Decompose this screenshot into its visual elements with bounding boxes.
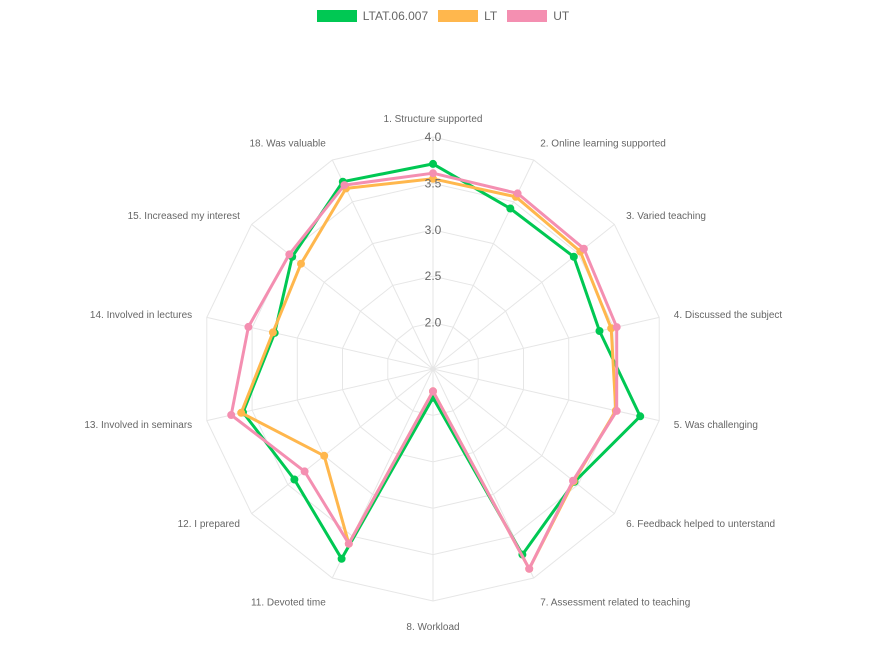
tick-labels: 2.0 2.5 3.0 3.5 4.0 bbox=[425, 130, 442, 330]
data-point[interactable] bbox=[320, 451, 329, 460]
data-point[interactable] bbox=[300, 467, 309, 476]
legend-swatch bbox=[507, 10, 548, 22]
angle-line bbox=[432, 368, 615, 514]
axis-label: 15. Increased my interest bbox=[128, 211, 240, 222]
angle-line bbox=[331, 159, 434, 370]
legend-label: LT bbox=[484, 9, 498, 23]
tick-label: 2.5 bbox=[425, 269, 442, 283]
data-point[interactable] bbox=[285, 250, 294, 259]
data-point[interactable] bbox=[340, 181, 349, 190]
data-point[interactable] bbox=[429, 169, 437, 178]
axis-label: 13. Involved in seminars bbox=[84, 420, 192, 431]
angle-line bbox=[206, 316, 434, 370]
axis-label: 12. I prepared bbox=[178, 519, 240, 530]
axis-label: 4. Discussed the subject bbox=[674, 310, 783, 321]
data-point[interactable] bbox=[579, 244, 588, 253]
legend-item[interactable]: UT bbox=[507, 9, 569, 23]
data-point[interactable] bbox=[513, 189, 522, 198]
data-point[interactable] bbox=[237, 408, 246, 417]
axis-labels: 1. Structure supported 2. Online learning… bbox=[84, 114, 782, 633]
legend-swatch bbox=[438, 10, 479, 22]
data-point[interactable] bbox=[337, 554, 346, 563]
angle-line bbox=[251, 368, 434, 514]
axis-label: 1. Structure supported bbox=[384, 114, 483, 125]
data-point[interactable] bbox=[429, 387, 437, 396]
data-point[interactable] bbox=[244, 322, 253, 331]
data-point[interactable] bbox=[636, 412, 645, 421]
data-point[interactable] bbox=[595, 327, 604, 335]
tick-label: 2.0 bbox=[425, 316, 442, 330]
legend-label: UT bbox=[553, 9, 570, 23]
data-point[interactable] bbox=[290, 475, 299, 484]
data-point[interactable] bbox=[429, 159, 437, 168]
axis-label: 5. Was challenging bbox=[674, 420, 758, 431]
data-point[interactable] bbox=[525, 564, 534, 573]
angle-line bbox=[251, 224, 434, 370]
axis-label: 7. Assessment related to teaching bbox=[540, 598, 690, 609]
radar-series bbox=[227, 159, 645, 573]
axis-label: 11. Devoted time bbox=[251, 598, 326, 609]
chart-legend: LTAT.06.007 LT UT bbox=[0, 9, 886, 23]
data-point[interactable] bbox=[297, 259, 305, 268]
data-point[interactable] bbox=[227, 411, 236, 419]
data-point[interactable] bbox=[569, 476, 577, 485]
axis-label: 2. Online learning supported bbox=[540, 139, 666, 150]
legend-item[interactable]: LTAT.06.007 bbox=[316, 9, 429, 23]
axis-label: 14. Involved in lectures bbox=[90, 310, 192, 321]
axis-label: 8. Workload bbox=[406, 622, 459, 633]
legend-item[interactable]: LT bbox=[438, 9, 497, 23]
axis-label: 3. Varied teaching bbox=[626, 211, 706, 222]
tick-label: 3.0 bbox=[425, 223, 442, 237]
angle-line bbox=[432, 316, 660, 370]
tick-label: 3.5 bbox=[425, 176, 442, 190]
data-point[interactable] bbox=[268, 328, 277, 337]
tick-label: 4.0 bbox=[425, 130, 442, 144]
axis-label: 18. Was valuable bbox=[249, 139, 326, 150]
legend-swatch bbox=[316, 10, 357, 22]
series-line bbox=[241, 162, 642, 561]
data-point[interactable] bbox=[344, 539, 353, 548]
data-point[interactable] bbox=[506, 204, 515, 213]
angle-line bbox=[432, 368, 660, 422]
data-point[interactable] bbox=[569, 252, 578, 261]
data-point[interactable] bbox=[612, 406, 621, 415]
data-point[interactable] bbox=[612, 323, 621, 332]
radar-grid bbox=[206, 136, 660, 602]
legend-label: LTAT.06.007 bbox=[362, 9, 429, 23]
axis-label: 6. Feedback helped to unterstand bbox=[626, 519, 775, 530]
